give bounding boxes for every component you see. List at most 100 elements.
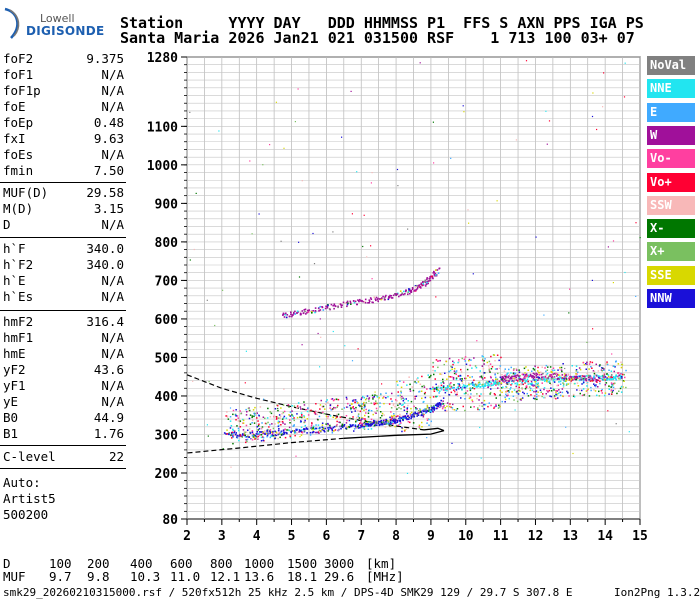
echo-point [507,393,509,395]
echo-point [402,403,404,406]
echo-point [549,395,551,397]
x-tick-label: 3 [218,529,226,544]
echo-point [423,281,425,283]
echo-point [613,382,615,385]
echo-point [443,382,445,384]
echo-point [468,358,471,361]
echo-point [459,378,461,380]
echo-point [588,379,590,381]
echo-point [374,424,376,426]
echo-point [433,407,436,410]
noise-point [275,101,277,103]
echo-point [593,389,595,391]
echo-point [341,423,344,426]
echo-point [361,424,363,427]
echo-point [483,360,485,362]
param-label: foE [3,99,26,114]
echo-point [265,432,268,435]
echo-point [457,385,460,388]
echo-point [396,419,399,422]
echo-point [499,376,502,378]
noise-point [262,164,264,166]
echo-point [322,405,325,408]
echo-point [363,301,366,303]
echo-point [406,418,409,420]
noise-point [295,455,297,457]
echo-point [277,417,280,419]
echo-point [446,378,448,380]
echo-point [237,427,240,430]
echo-point [350,407,352,410]
echo-point [555,397,557,400]
echo-point [267,433,269,435]
echo-point [327,417,329,420]
echo-point [541,366,543,368]
param-fxi: fxI 9.63 [3,131,124,147]
echo-point [442,385,445,388]
echo-point [435,383,437,386]
echo-point [371,423,373,425]
echo-point [409,421,411,424]
echo-point [416,415,418,417]
echo-point [541,382,543,384]
echo-point [542,372,544,375]
echo-point [351,424,354,427]
echo-point [555,389,557,392]
echo-point [534,381,536,383]
echo-point [346,406,349,408]
echo-point [320,430,322,432]
noise-point [635,222,637,224]
echo-point [395,294,397,296]
echo-point [258,423,260,425]
echo-point [436,405,438,407]
echo-point [525,376,527,378]
echo-point [510,372,512,374]
echo-point [535,383,538,385]
echo-point [249,414,252,416]
echo-point [283,316,286,318]
echo-point [358,417,361,419]
echo-point [258,428,261,430]
echo-point [535,374,538,377]
echo-point [565,378,568,380]
echo-point [546,389,548,392]
echo-point [566,390,568,393]
echo-point [392,403,395,405]
echo-point [514,376,516,379]
echo-point [368,425,370,427]
echo-point [226,416,229,418]
echo-point [465,392,467,394]
echo-point [481,376,483,379]
echo-point [449,403,451,405]
echo-point [534,365,536,367]
echo-point [439,373,441,375]
echo-point [261,422,263,424]
echo-point [515,397,518,399]
legend-item-nnw: NNW [647,289,695,308]
param-b0: B0 44.9 [3,410,124,426]
echo-point [552,367,555,369]
echo-point [601,370,603,372]
echo-point [357,413,360,415]
echo-point [489,375,492,378]
noise-point [607,410,609,412]
echo-point [376,298,379,301]
noise-point [258,213,260,215]
echo-point [534,395,536,397]
echo-point [605,379,608,381]
echo-point [384,298,386,301]
echo-point [400,398,403,400]
distance-value: 100 [49,556,72,571]
echo-point [333,303,336,305]
echo-point [527,369,529,371]
echo-point [563,373,566,375]
noise-point [189,111,191,113]
distance-value: [km] [366,556,397,571]
echo-point [301,310,304,312]
echo-point [461,357,463,360]
echo-point [517,374,519,377]
echo-point [484,358,486,360]
echo-point [274,436,277,438]
echo-point [399,290,402,292]
echo-point [506,383,509,385]
